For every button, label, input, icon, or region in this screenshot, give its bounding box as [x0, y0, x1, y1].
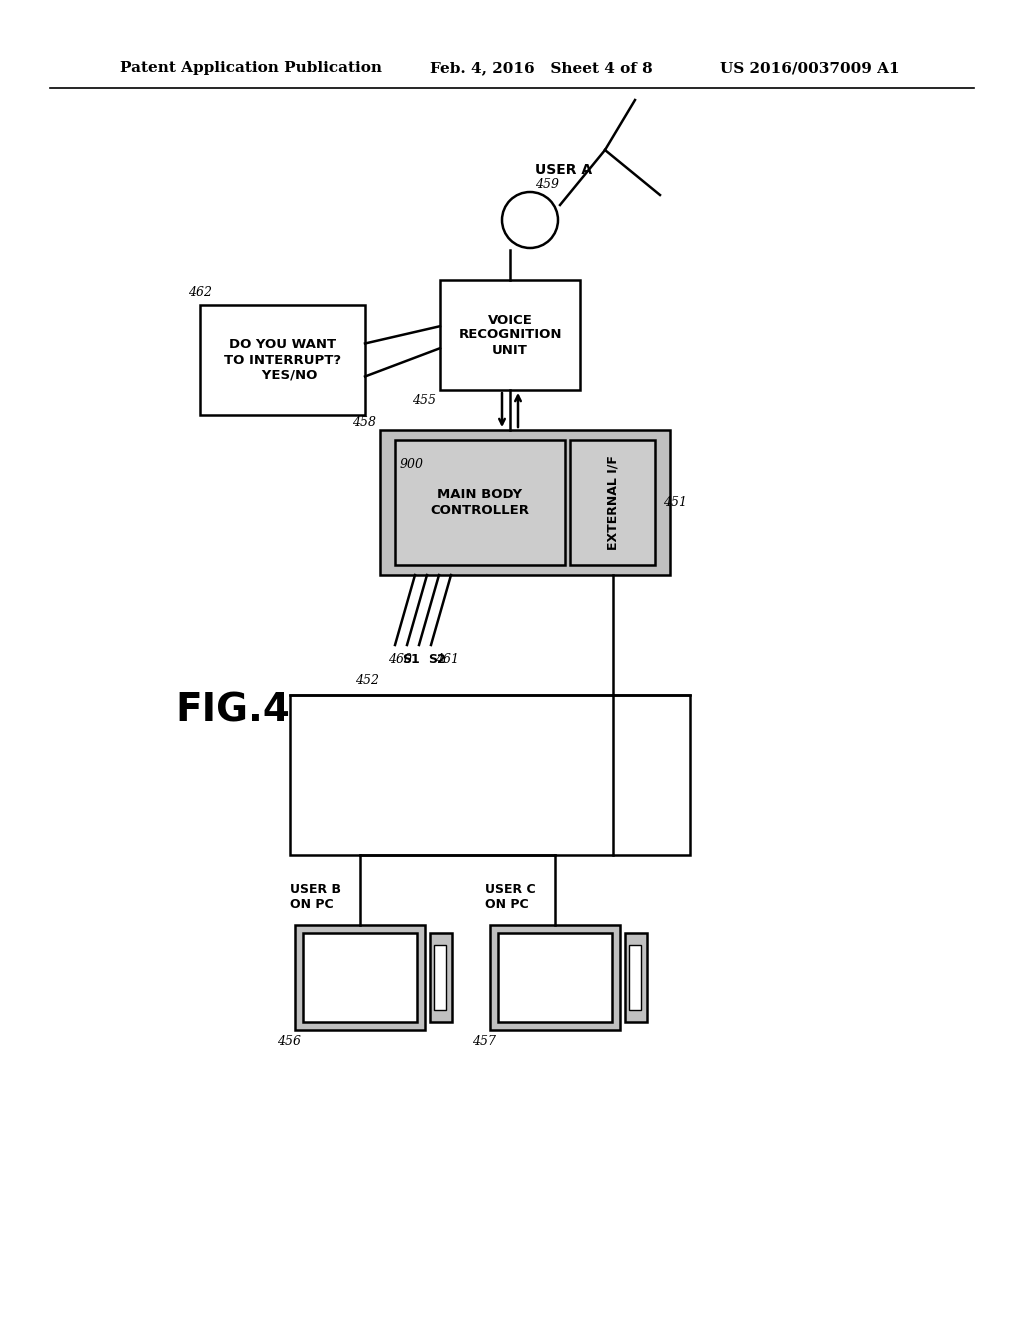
Text: Feb. 4, 2016   Sheet 4 of 8: Feb. 4, 2016 Sheet 4 of 8: [430, 61, 652, 75]
Text: 456: 456: [278, 1035, 301, 1048]
Text: Patent Application Publication: Patent Application Publication: [120, 61, 382, 75]
Bar: [380, 430, 670, 576]
Text: USER A: USER A: [535, 162, 592, 177]
Text: US 2016/0037009 A1: US 2016/0037009 A1: [720, 61, 900, 75]
Bar: [303, 933, 417, 1022]
Text: EXTERNAL I/F: EXTERNAL I/F: [606, 455, 618, 550]
Bar: [498, 933, 612, 1022]
Bar: [625, 933, 647, 1022]
Text: VOICE
RECOGNITION
UNIT: VOICE RECOGNITION UNIT: [459, 314, 562, 356]
Text: 462: 462: [188, 286, 212, 300]
Text: 455: 455: [412, 393, 436, 407]
Text: 900: 900: [400, 458, 424, 471]
Text: MAIN BODY
CONTROLLER: MAIN BODY CONTROLLER: [430, 488, 529, 516]
Text: USER C
ON PC: USER C ON PC: [485, 883, 536, 911]
Bar: [434, 945, 446, 1010]
Bar: [440, 280, 580, 389]
Text: S1: S1: [402, 653, 420, 667]
Text: USER B
ON PC: USER B ON PC: [290, 883, 341, 911]
Bar: [200, 305, 365, 414]
Text: S2: S2: [428, 653, 445, 667]
Text: 459: 459: [535, 177, 559, 190]
Text: 457: 457: [472, 1035, 496, 1048]
Bar: [629, 945, 641, 1010]
Text: 460: 460: [388, 653, 412, 667]
Text: 452: 452: [355, 673, 379, 686]
Bar: [430, 933, 452, 1022]
Bar: [295, 925, 425, 1030]
Text: 461: 461: [435, 653, 459, 667]
Text: 451: 451: [663, 496, 687, 510]
Text: DO YOU WANT
TO INTERRUPT?
   YES/NO: DO YOU WANT TO INTERRUPT? YES/NO: [224, 338, 341, 381]
Text: 458: 458: [352, 416, 376, 429]
Bar: [570, 440, 655, 565]
Bar: [490, 925, 620, 1030]
Bar: [395, 440, 565, 565]
Bar: [290, 696, 690, 855]
Text: FIG.4: FIG.4: [175, 690, 290, 729]
